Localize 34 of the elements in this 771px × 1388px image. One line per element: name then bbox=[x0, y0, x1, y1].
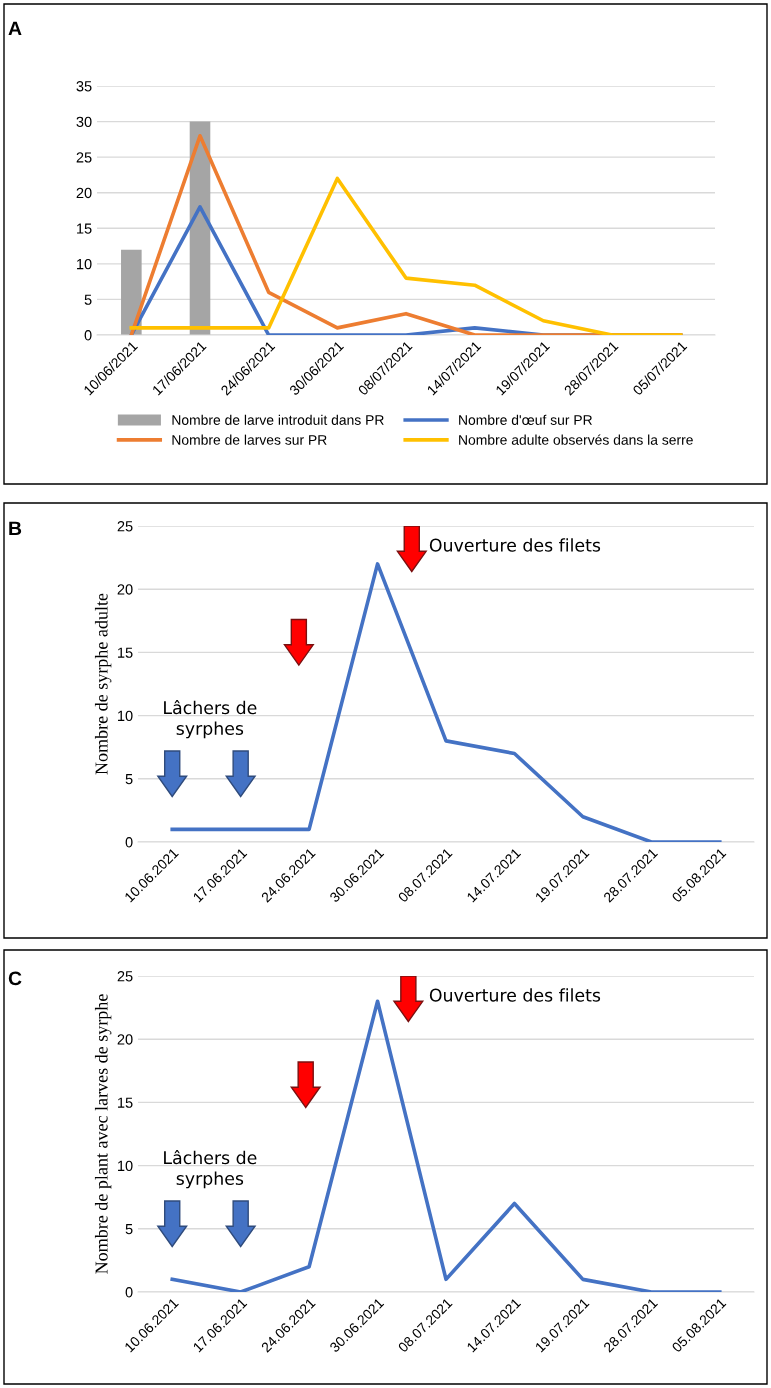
y-tick-label: 25 bbox=[117, 521, 133, 532]
annotation: Ouverture des filets bbox=[429, 538, 601, 552]
y-tick-label: 25 bbox=[76, 152, 92, 163]
y-tick-label: 20 bbox=[117, 1034, 133, 1045]
y-tick-label: 35 bbox=[76, 81, 92, 92]
line-series bbox=[129, 176, 683, 335]
chart-title: A bbox=[8, 21, 22, 36]
legend-label: Nombre de larve introduit dans PR bbox=[172, 414, 384, 425]
y-tick-label: 10 bbox=[118, 1160, 133, 1172]
chart-title: B bbox=[9, 521, 22, 536]
y-tick-label: 20 bbox=[117, 584, 133, 595]
annotation: Lâchers de syrphes bbox=[164, 1150, 257, 1189]
y-tick-label: 15 bbox=[118, 1097, 133, 1108]
y-tick-label: 25 bbox=[117, 971, 133, 982]
y-tick-label: 0 bbox=[125, 837, 133, 848]
legend-label: Nombre adulte observés dans la serre bbox=[459, 434, 693, 445]
y-tick-label: 15 bbox=[118, 647, 133, 658]
chart-title: C bbox=[8, 971, 22, 986]
y-tick-label: 0 bbox=[125, 1287, 133, 1298]
y-tick-label: 15 bbox=[77, 223, 92, 234]
y-axis-title: Nombre de plant avec larves de syrphe bbox=[94, 994, 112, 1274]
y-tick-label: 10 bbox=[77, 258, 92, 270]
legend-label: Nombre de larves sur PR bbox=[172, 434, 327, 445]
y-tick-label: 5 bbox=[125, 774, 133, 785]
annotation: Ouverture des filets bbox=[429, 988, 601, 1002]
y-tick-label: 5 bbox=[125, 1224, 133, 1235]
annotation: Lâchers de syrphes bbox=[164, 700, 257, 739]
y-tick-label: 5 bbox=[84, 294, 92, 305]
legend-label: Nombre d'œuf sur PR bbox=[459, 414, 592, 425]
y-axis-title: Nombre de syrphe adulte bbox=[94, 593, 112, 775]
y-tick-label: 0 bbox=[84, 330, 92, 341]
y-tick-label: 10 bbox=[118, 710, 133, 722]
y-tick-label: 30 bbox=[76, 116, 92, 127]
y-tick-label: 20 bbox=[76, 187, 92, 199]
